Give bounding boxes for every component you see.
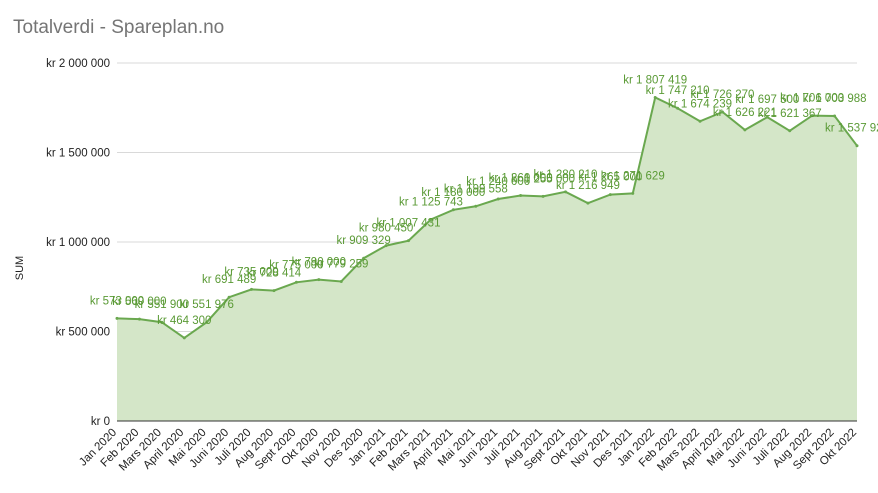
data-point — [698, 119, 702, 123]
data-point — [541, 194, 545, 198]
data-label: kr 1 007 431 — [377, 218, 441, 230]
data-label: kr 1 626 221 — [713, 107, 777, 119]
series-line — [116, 96, 858, 340]
data-label: kr 1 747 210 — [646, 85, 710, 97]
data-point — [608, 193, 612, 197]
data-point — [676, 106, 680, 110]
data-point — [519, 193, 523, 197]
data-label: kr 1 271 629 — [601, 170, 665, 182]
data-point — [137, 317, 141, 321]
data-label: kr 1 706 000 — [780, 93, 844, 105]
data-label: kr 1 537 920 — [825, 123, 878, 135]
data-label: kr 1 180 000 — [421, 187, 485, 199]
data-point — [160, 320, 164, 324]
data-point — [563, 190, 567, 194]
data-label: kr 1 807 419 — [623, 74, 687, 86]
data-label: kr 569 000 — [112, 296, 166, 308]
data-point — [272, 289, 276, 293]
data-point — [653, 95, 657, 99]
data-point — [205, 320, 209, 324]
data-label: kr 1 240 000 — [466, 176, 530, 188]
data-label: kr 551 976 — [180, 299, 234, 311]
area-layer — [115, 95, 859, 422]
data-label: kr 1 260 000 — [489, 172, 553, 184]
data-label: kr 1 265 000 — [578, 172, 642, 184]
data-label: kr 1 697 500 — [735, 94, 799, 106]
data-point — [586, 201, 590, 205]
data-label: kr 735 000 — [224, 266, 278, 278]
data-point — [743, 128, 747, 132]
y-axis-title: SUM — [14, 256, 26, 280]
data-label: kr 1 125 743 — [399, 196, 463, 208]
data-label: kr 1 726 270 — [690, 89, 754, 101]
data-label: kr 573 000 — [90, 295, 144, 307]
y-tick-label: kr 1 500 000 — [46, 148, 110, 160]
data-point — [810, 114, 814, 118]
data-label: kr 775 000 — [269, 259, 323, 271]
data-label: kr 551 900 — [135, 299, 189, 311]
data-point — [833, 114, 837, 118]
data-label: kr 1 199 558 — [444, 183, 508, 195]
data-label: kr 790 000 — [292, 257, 346, 269]
data-point — [294, 280, 298, 284]
data-point — [631, 191, 635, 195]
y-axis-ticks: kr 0 kr 500 000 kr 1 000 000 kr 1 500 000 kr… — [46, 58, 110, 428]
data-label: kr 728 414 — [247, 268, 302, 280]
series-area — [117, 97, 857, 421]
y-tick-label: kr 0 — [91, 416, 110, 428]
data-point — [227, 295, 231, 299]
data-point — [407, 239, 411, 243]
data-point — [496, 197, 500, 201]
data-label: kr 464 300 — [157, 315, 211, 327]
data-point — [720, 110, 724, 114]
data-label: kr 691 489 — [202, 274, 256, 286]
y-tick-label: kr 2 000 000 — [46, 58, 110, 70]
data-label: kr 779 259 — [314, 259, 368, 271]
data-label: kr 1 216 949 — [556, 180, 620, 192]
data-label: kr 1 703 988 — [803, 93, 867, 105]
data-point — [362, 256, 366, 260]
data-point — [855, 144, 859, 148]
y-tick-label: kr 1 000 000 — [46, 237, 110, 249]
data-label: kr 1 280 210 — [534, 169, 598, 181]
data-point — [384, 244, 388, 248]
data-point — [339, 280, 343, 284]
data-point — [474, 204, 478, 208]
data-label: kr 1 255 000 — [511, 173, 575, 185]
data-point — [429, 217, 433, 221]
data-label: kr 909 329 — [336, 235, 390, 247]
data-point — [182, 336, 186, 340]
data-point — [115, 316, 119, 320]
data-point — [317, 278, 321, 282]
data-point — [788, 129, 792, 133]
data-label: kr 980 450 — [359, 223, 413, 235]
data-label: kr 1 674 239 — [668, 98, 732, 110]
data-point — [451, 208, 455, 212]
y-tick-label: kr 500 000 — [56, 327, 110, 339]
data-point — [765, 115, 769, 119]
data-point — [250, 287, 254, 291]
chart-title: Totalverdi - Spareplan.no — [13, 17, 225, 38]
data-label: kr 1 621 367 — [758, 108, 822, 120]
